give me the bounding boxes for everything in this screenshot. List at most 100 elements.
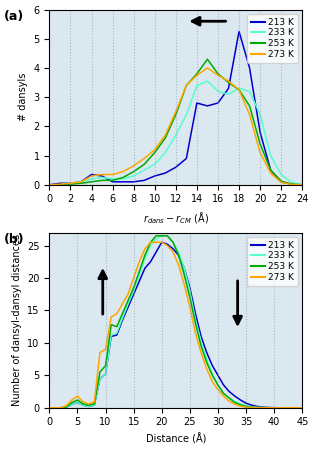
213 K (182, 266, 186, 271)
213 K (47, 405, 51, 410)
213 K (104, 371, 107, 377)
233 K (255, 405, 259, 410)
253 K (239, 402, 242, 408)
253 K (154, 233, 158, 238)
273 K (284, 405, 287, 410)
213 K (100, 173, 104, 179)
273 K (239, 404, 242, 409)
233 K (132, 173, 136, 179)
233 K (237, 86, 241, 91)
273 K (87, 401, 90, 406)
213 K (222, 382, 225, 388)
253 K (278, 405, 282, 410)
273 K (104, 346, 107, 352)
213 K (284, 405, 287, 410)
253 K (104, 363, 107, 368)
273 K (58, 181, 62, 187)
233 K (278, 405, 282, 410)
213 K (115, 333, 119, 338)
213 K (149, 259, 152, 265)
233 K (194, 317, 198, 323)
213 K (53, 405, 57, 410)
253 K (195, 71, 199, 76)
253 K (227, 80, 230, 85)
273 K (194, 330, 198, 336)
253 K (184, 83, 188, 88)
233 K (295, 405, 299, 410)
233 K (279, 172, 283, 177)
253 K (295, 405, 299, 410)
273 K (261, 405, 265, 410)
253 K (289, 405, 293, 410)
213 K (143, 266, 147, 271)
273 K (64, 403, 68, 409)
253 K (70, 400, 74, 405)
233 K (76, 400, 79, 405)
253 K (244, 404, 248, 409)
233 K (177, 249, 181, 255)
213 K (233, 393, 237, 399)
233 K (233, 399, 237, 404)
273 K (121, 301, 124, 306)
213 K (81, 402, 85, 408)
233 K (58, 182, 62, 188)
273 K (149, 239, 152, 245)
273 K (269, 171, 273, 176)
273 K (300, 405, 304, 410)
Line: 273 K: 273 K (49, 68, 302, 185)
273 K (222, 393, 225, 399)
213 K (68, 180, 72, 186)
Text: (b): (b) (4, 233, 24, 246)
273 K (142, 156, 146, 161)
253 K (267, 405, 270, 410)
273 K (182, 282, 186, 287)
233 K (70, 402, 74, 407)
273 K (278, 405, 282, 410)
213 K (160, 239, 164, 245)
273 K (205, 366, 208, 372)
233 K (248, 89, 252, 94)
253 K (205, 360, 208, 365)
233 K (244, 403, 248, 409)
273 K (233, 401, 237, 407)
233 K (87, 404, 90, 409)
253 K (47, 405, 51, 410)
213 K (121, 317, 124, 323)
213 K (111, 179, 115, 184)
213 K (227, 389, 231, 394)
273 K (81, 399, 85, 405)
273 K (109, 314, 113, 319)
273 K (216, 72, 220, 78)
213 K (142, 178, 146, 183)
273 K (300, 182, 304, 188)
213 K (138, 279, 141, 284)
273 K (154, 239, 158, 245)
233 K (227, 396, 231, 401)
213 K (237, 29, 241, 34)
233 K (149, 243, 152, 248)
233 K (289, 405, 293, 410)
233 K (216, 382, 220, 388)
273 K (100, 172, 104, 177)
273 K (132, 275, 136, 281)
253 K (81, 401, 85, 406)
213 K (76, 400, 79, 405)
Text: (a): (a) (4, 9, 24, 22)
253 K (160, 233, 164, 238)
273 K (98, 350, 102, 356)
273 K (59, 405, 62, 410)
253 K (64, 405, 68, 410)
253 K (177, 252, 181, 258)
253 K (138, 269, 141, 274)
233 K (290, 180, 294, 185)
213 K (58, 180, 62, 186)
213 K (216, 100, 220, 106)
253 K (109, 322, 113, 328)
253 K (258, 141, 262, 147)
Line: 233 K: 233 K (49, 81, 302, 185)
273 K (76, 393, 79, 399)
233 K (210, 371, 214, 377)
273 K (143, 246, 147, 252)
253 K (79, 180, 83, 186)
253 K (216, 71, 220, 76)
